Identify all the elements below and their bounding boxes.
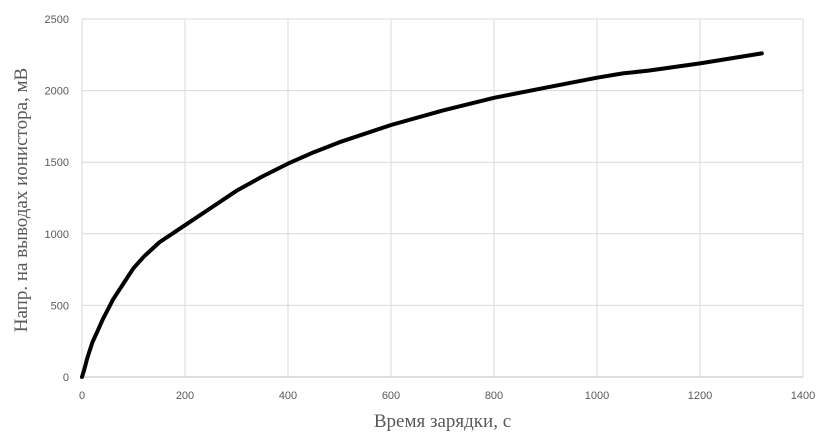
x-tick-label: 600 — [382, 390, 400, 402]
y-tick-label: 1500 — [45, 157, 69, 169]
series-line — [80, 51, 764, 379]
series-group — [80, 51, 764, 379]
x-tick-label: 1000 — [585, 390, 609, 402]
x-axis-title: Время зарядки, с — [374, 411, 511, 432]
y-tick-label: 1000 — [45, 229, 69, 241]
x-tick-label: 1200 — [688, 390, 712, 402]
x-tick-label: 0 — [79, 390, 85, 402]
y-axis-title: Напр. на выводах ионистора, мВ — [11, 68, 32, 332]
y-tick-label: 2000 — [45, 86, 69, 98]
horizontal-gridlines — [82, 18, 803, 306]
y-tick-label: 500 — [51, 300, 69, 312]
x-tick-label: 200 — [176, 390, 194, 402]
y-tick-label: 0 — [63, 372, 69, 384]
x-tick-label: 800 — [485, 390, 503, 402]
x-tick-label: 400 — [279, 390, 297, 402]
y-tick-label: 2500 — [45, 14, 69, 26]
vertical-gridlines — [81, 19, 804, 377]
x-tick-label: 1400 — [791, 390, 815, 402]
y-tick-labels: 0 500 1000 1500 2000 2500 — [45, 14, 69, 384]
x-tick-labels: 0 200 400 600 800 1000 1200 1400 — [79, 390, 815, 402]
